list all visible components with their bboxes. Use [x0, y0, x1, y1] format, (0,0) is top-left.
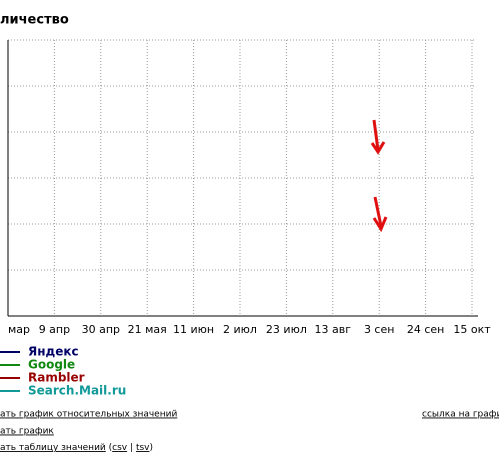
punct: |	[130, 443, 133, 453]
link[interactable]: csv	[112, 443, 128, 453]
x-tick-label: 13 авг	[315, 323, 352, 336]
x-tick-label: 23 июл	[266, 323, 307, 336]
link[interactable]: tsv	[136, 443, 150, 453]
legend-label: Rambler	[28, 371, 85, 385]
x-tick-label: 30 апр	[82, 323, 120, 336]
punct: (	[109, 443, 113, 453]
link[interactable]: ссылка на график	[422, 410, 499, 420]
x-tick-label: мар	[8, 323, 30, 336]
x-tick-label: 2 июл	[223, 323, 257, 336]
legend-label: Search.Mail.ru	[28, 384, 126, 398]
x-tick-label: 11 июн	[173, 323, 214, 336]
x-tick-label: 9 апр	[39, 323, 70, 336]
x-tick-label: 21 мая	[128, 323, 167, 336]
x-tick-label: 15 окт	[453, 323, 491, 336]
chart-title: личество	[0, 13, 69, 28]
table-links: ать таблицу значений (csv | tsv)	[0, 443, 153, 453]
legend-label: Google	[28, 358, 75, 372]
punct: )	[149, 443, 153, 453]
legend-label: Яндекс	[28, 345, 79, 359]
plot-area: мар 9 апр 30 апр 21 мая 11 июн 2 июл 23 июл 13 …	[7, 39, 491, 336]
x-tick-label: 3 сен	[364, 323, 395, 336]
link[interactable]: ать график	[0, 427, 54, 437]
x-tick-label: 24 сен	[407, 323, 445, 336]
link[interactable]: ать таблицу значений	[0, 443, 106, 453]
annotation-arrow	[370, 119, 388, 233]
link[interactable]: ать график относительных значений	[0, 410, 177, 420]
